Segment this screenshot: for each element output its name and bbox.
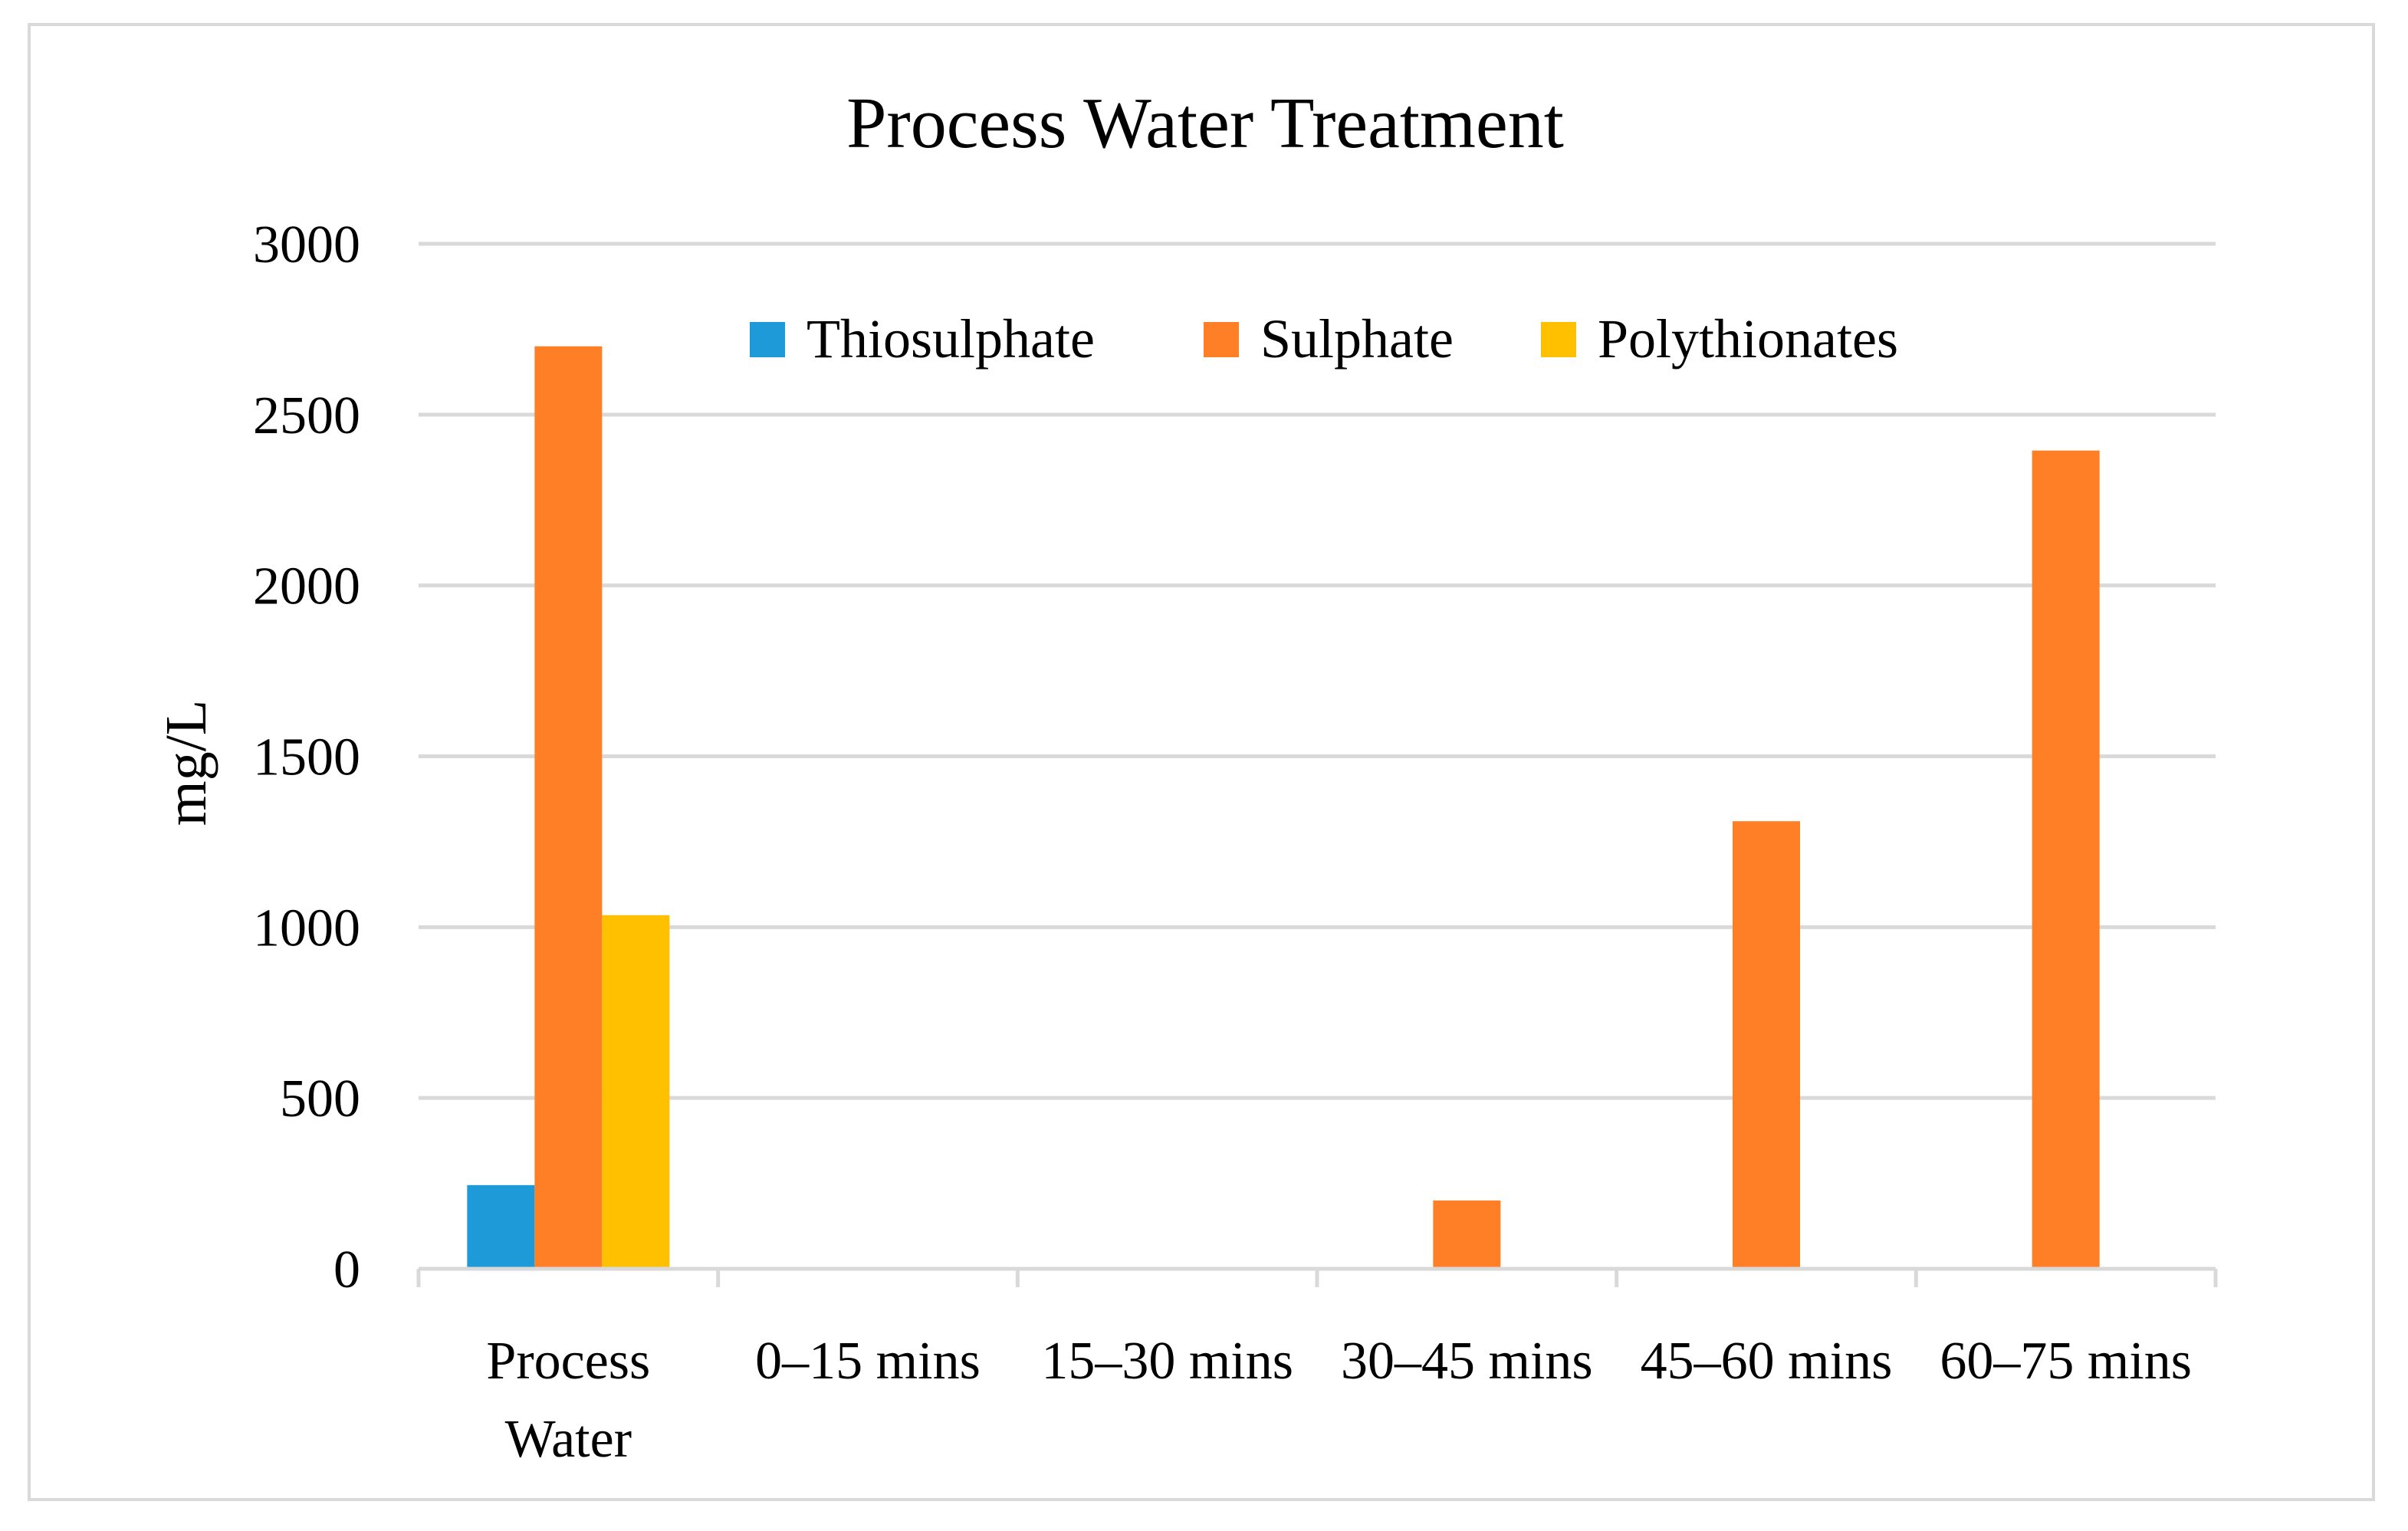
y-tick-label: 0 xyxy=(333,1240,360,1299)
bar-polythionates xyxy=(602,915,670,1269)
bars xyxy=(467,346,2100,1270)
chart-frame xyxy=(28,23,2375,1501)
y-axis-ticks: 0 500 1000 1500 2000 2500 3000 xyxy=(253,215,360,1299)
y-tick-label: 2000 xyxy=(253,557,360,616)
gridlines xyxy=(419,241,2216,1100)
legend-swatch-sulphate xyxy=(1204,322,1239,357)
bar-sulphate xyxy=(1433,1200,1501,1269)
legend: Thiosulphate Sulphate Polythionates xyxy=(750,308,1898,370)
x-axis-labels: Process Water 0–15 mins 15–30 mins 30–45 min… xyxy=(486,1332,2192,1469)
bar-sulphate xyxy=(2032,450,2100,1269)
chart-title: Process Water Treatment xyxy=(846,84,1564,163)
legend-label-sulphate: Sulphate xyxy=(1260,308,1454,370)
y-tick-label: 1500 xyxy=(253,728,360,787)
bar-sulphate xyxy=(1733,821,1800,1269)
legend-swatch-thiosulphate xyxy=(750,322,785,357)
legend-label-polythionates: Polythionates xyxy=(1598,308,1898,370)
y-tick-label: 2500 xyxy=(253,386,360,445)
x-tick-label: 15–30 mins xyxy=(1041,1332,1293,1391)
x-tick-label: 30–45 mins xyxy=(1341,1332,1593,1391)
y-axis-label: mg/L xyxy=(154,700,218,826)
x-tick-label: 45–60 mins xyxy=(1641,1332,1893,1391)
legend-label-thiosulphate: Thiosulphate xyxy=(806,308,1095,370)
x-tick-label: 0–15 mins xyxy=(755,1332,981,1391)
x-tick-label: 60–75 mins xyxy=(1940,1332,2192,1391)
bar-thiosulphate xyxy=(467,1184,535,1269)
y-tick-label: 3000 xyxy=(253,215,360,274)
y-tick-label: 1000 xyxy=(253,899,360,958)
y-tick-label: 500 xyxy=(280,1069,360,1129)
x-axis xyxy=(416,1267,2218,1287)
bar-sulphate xyxy=(534,346,603,1270)
x-tick-label: Process Water xyxy=(486,1332,650,1469)
legend-swatch-polythionates xyxy=(1541,322,1576,357)
